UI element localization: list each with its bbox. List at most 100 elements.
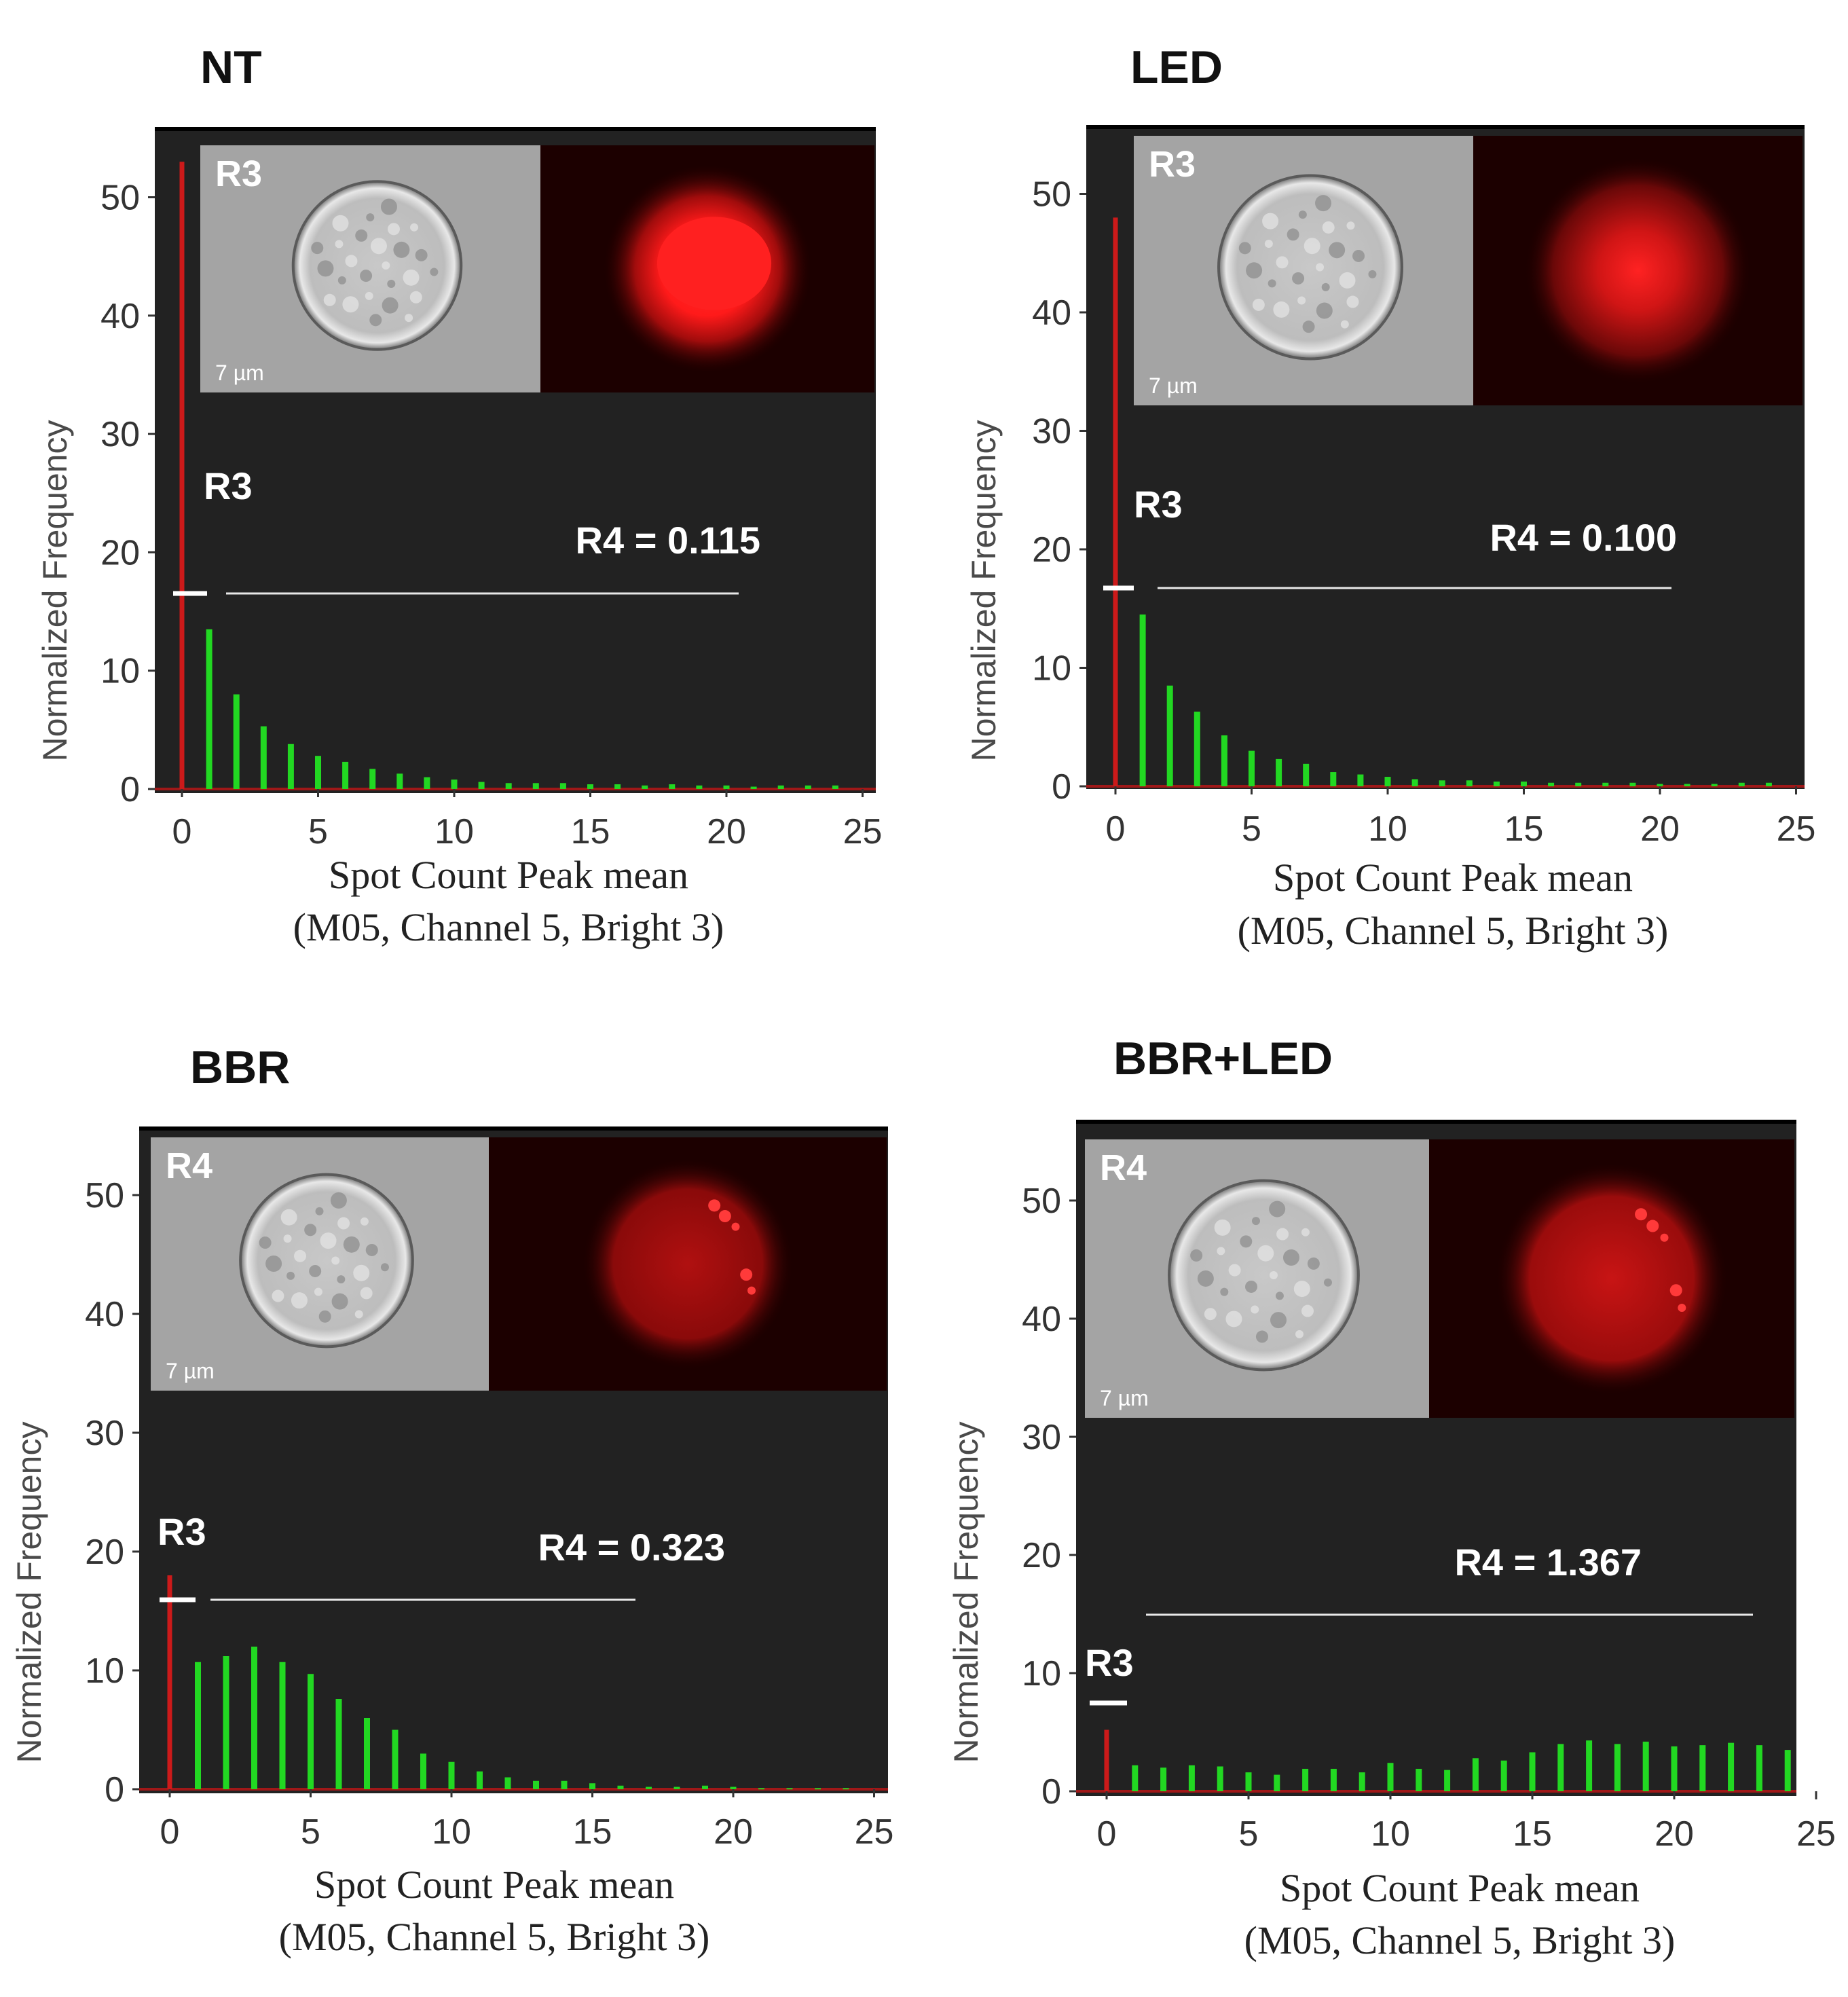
bar bbox=[396, 773, 403, 789]
scale-bar-label: 7 µm bbox=[215, 361, 264, 385]
bar bbox=[1500, 1760, 1507, 1791]
cell-texture bbox=[1275, 1291, 1284, 1300]
y-tick-label: 0 bbox=[1052, 767, 1071, 807]
cell-texture bbox=[365, 1243, 378, 1256]
cell-texture bbox=[1297, 296, 1306, 305]
bar bbox=[260, 726, 267, 789]
bar bbox=[730, 1787, 737, 1789]
cell-texture bbox=[380, 1263, 389, 1272]
fluorescence-spot bbox=[1635, 1208, 1648, 1221]
cell-texture bbox=[1264, 240, 1273, 249]
bar bbox=[1188, 1765, 1195, 1791]
fluorescence-spot bbox=[731, 1222, 740, 1231]
cell-texture bbox=[430, 268, 439, 276]
cell-texture bbox=[1293, 1281, 1310, 1298]
y-tick-label: 10 bbox=[1022, 1654, 1061, 1693]
cell-texture bbox=[1204, 1308, 1217, 1321]
bar bbox=[424, 777, 430, 789]
cell-texture bbox=[1190, 1249, 1203, 1262]
bar bbox=[1276, 758, 1282, 786]
bar bbox=[1330, 772, 1337, 786]
bar bbox=[335, 1699, 342, 1789]
y-tick-label: 40 bbox=[1022, 1300, 1061, 1339]
cell-texture bbox=[332, 215, 349, 232]
x-axis-sublabel: (M05, Channel 5, Bright 3) bbox=[293, 905, 724, 949]
bar bbox=[1657, 784, 1663, 786]
bar bbox=[451, 780, 458, 789]
bar bbox=[815, 1788, 821, 1790]
bar bbox=[723, 785, 730, 789]
cell-texture bbox=[311, 242, 324, 255]
x-tick-label: 10 bbox=[1371, 1814, 1410, 1854]
y-tick-label: 0 bbox=[1041, 1772, 1061, 1812]
fluorescence-cell bbox=[581, 1157, 794, 1371]
bar bbox=[1274, 1774, 1280, 1791]
cell-texture bbox=[1316, 263, 1325, 272]
bar bbox=[1444, 1770, 1451, 1791]
y-tick-label: 30 bbox=[100, 415, 140, 454]
cell-texture bbox=[1315, 195, 1332, 212]
gate-r3-label: R3 bbox=[1134, 483, 1183, 526]
y-tick-label: 30 bbox=[1032, 412, 1071, 452]
bar bbox=[1756, 1745, 1762, 1791]
bar bbox=[505, 783, 512, 789]
bar bbox=[1557, 1744, 1564, 1791]
bar bbox=[1466, 780, 1473, 786]
bar bbox=[1711, 784, 1718, 786]
cell-texture bbox=[1352, 249, 1365, 262]
cell-texture bbox=[370, 238, 387, 255]
bar bbox=[1357, 774, 1364, 786]
inset-gate-label: R4 bbox=[1100, 1148, 1147, 1188]
chart-panel-bbr: BBR R4 7 µm 0 10 20 30 40 50 0 5 10 15 20 25 R3 R4 = 0.3… bbox=[10, 1042, 893, 1959]
bar bbox=[1194, 712, 1200, 786]
y-tick-label: 30 bbox=[1022, 1418, 1061, 1457]
y-tick-label: 50 bbox=[1032, 175, 1071, 215]
x-tick-label: 20 bbox=[714, 1812, 753, 1852]
fluorescence-nucleus bbox=[657, 217, 772, 310]
cell-texture bbox=[1340, 320, 1349, 329]
bar bbox=[1302, 1768, 1309, 1791]
bar bbox=[206, 629, 212, 789]
y-tick-label: 40 bbox=[100, 297, 140, 336]
cell-texture bbox=[331, 1293, 348, 1310]
cell-texture bbox=[1217, 1247, 1225, 1256]
gate-r4-value: R4 = 0.100 bbox=[1490, 516, 1677, 559]
y-tick-label: 40 bbox=[85, 1295, 124, 1334]
bar bbox=[342, 761, 349, 789]
cell-texture bbox=[1276, 256, 1289, 269]
fluorescence-cell bbox=[1524, 157, 1752, 384]
cell-texture bbox=[272, 1289, 284, 1302]
x-tick-label: 20 bbox=[1640, 809, 1680, 849]
cell-texture bbox=[1295, 1330, 1304, 1338]
bar bbox=[1728, 1742, 1735, 1791]
bar bbox=[1139, 614, 1146, 786]
inset-gate-label: R3 bbox=[215, 153, 262, 194]
cell-texture bbox=[387, 223, 400, 236]
cell-texture bbox=[280, 1209, 297, 1226]
inset-gate-label: R4 bbox=[166, 1146, 212, 1186]
cell-texture bbox=[317, 260, 334, 277]
x-tick-label: 5 bbox=[1242, 809, 1261, 849]
cell-texture bbox=[1225, 1311, 1242, 1327]
bars bbox=[1113, 217, 1772, 786]
cell-texture bbox=[330, 1192, 347, 1209]
bar bbox=[673, 1787, 680, 1789]
scale-bar-label: 7 µm bbox=[1100, 1386, 1149, 1410]
bar bbox=[1671, 1746, 1678, 1791]
bar bbox=[233, 694, 240, 789]
cell-texture bbox=[1298, 210, 1307, 219]
cell-texture bbox=[1228, 1264, 1241, 1277]
cell-texture bbox=[382, 297, 399, 314]
bar bbox=[642, 785, 648, 789]
cell-texture bbox=[1220, 1287, 1229, 1296]
x-tick-label: 0 bbox=[172, 812, 192, 851]
cell-texture bbox=[1301, 1304, 1314, 1317]
x-tick-label: 15 bbox=[573, 1812, 612, 1852]
bar bbox=[1132, 1765, 1139, 1791]
bar bbox=[696, 785, 703, 789]
x-tick-label: 10 bbox=[432, 1812, 471, 1852]
bar bbox=[1359, 1772, 1365, 1791]
bar bbox=[1529, 1752, 1536, 1791]
y-tick-label: 0 bbox=[105, 1770, 124, 1810]
